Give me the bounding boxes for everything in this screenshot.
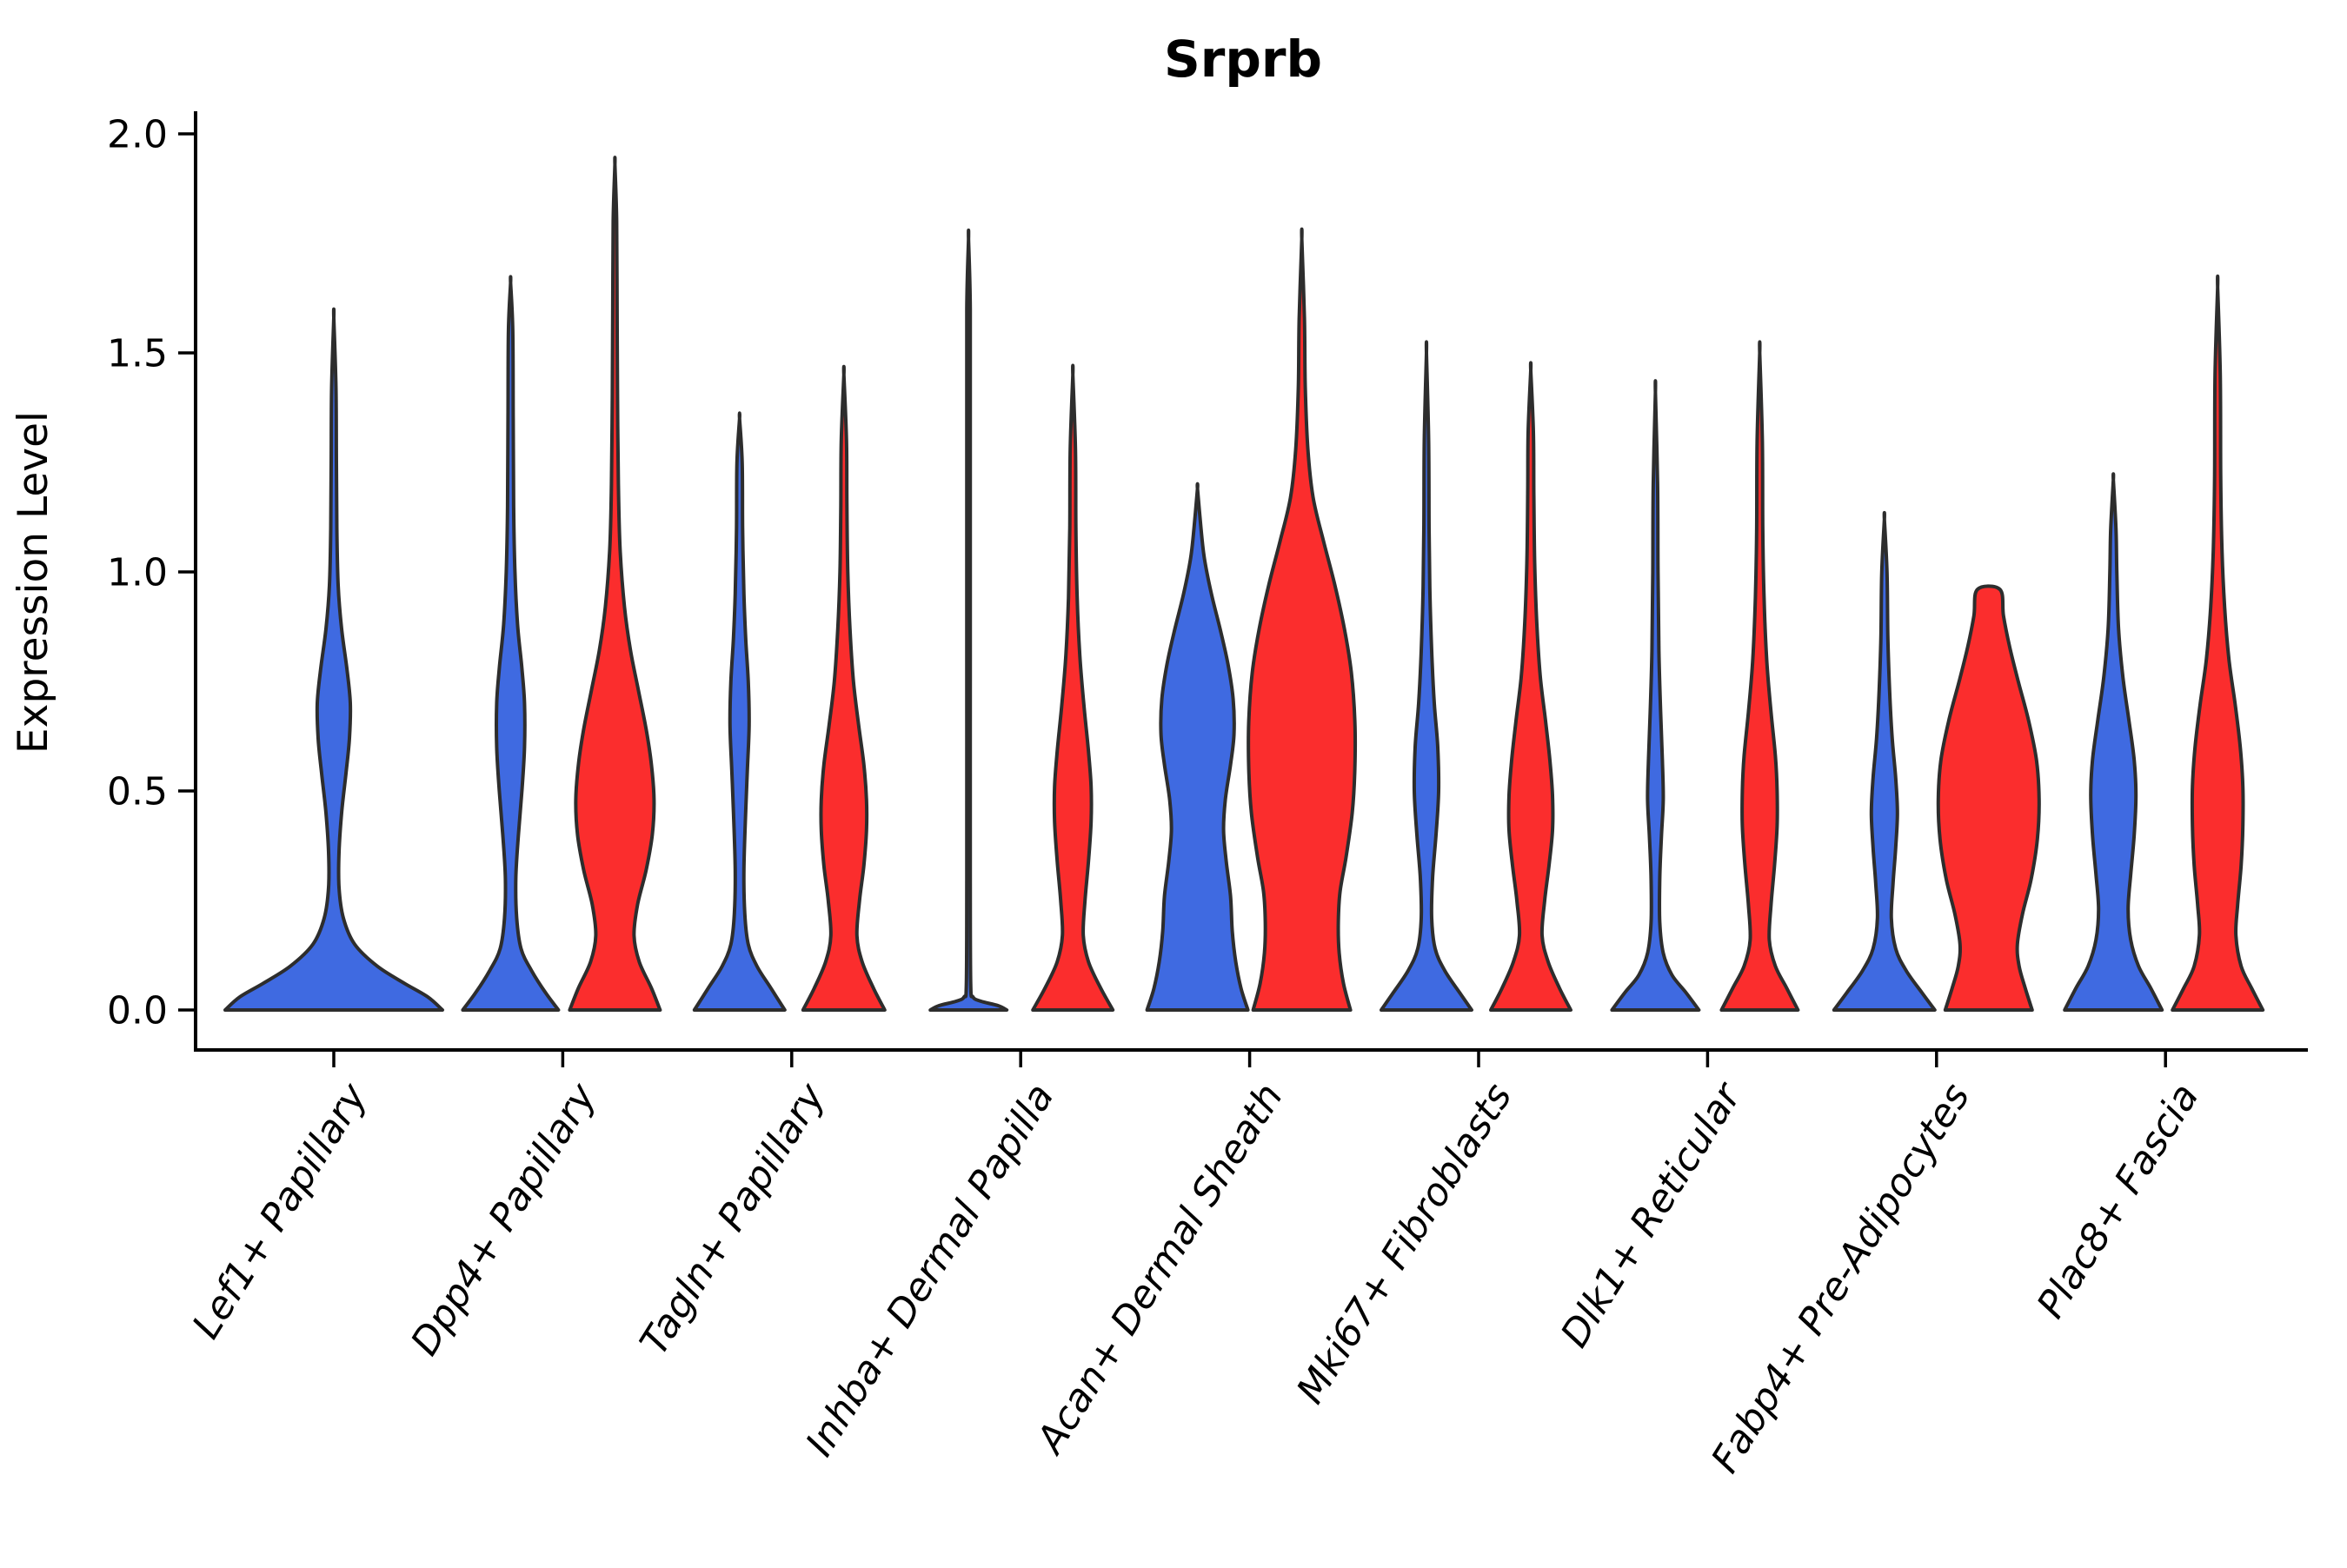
violin-inhba-dermal-papilla-condition-red: [1031, 363, 1115, 1012]
violin-fabp4-pre-adipocytes-condition-red: [1936, 584, 2041, 1012]
violin-tagln-papillary-condition-red: [801, 364, 887, 1012]
chart-title: Srprb: [1164, 30, 1322, 89]
violin-acan-dermal-sheath-condition-red: [1247, 227, 1358, 1012]
x-tick-label: Inhba+ Dermal Papilla: [797, 1076, 1062, 1465]
violin-dlk1-reticular-condition-blue: [1610, 379, 1701, 1012]
x-tick-label: Lef1+ Papillary: [184, 1075, 376, 1346]
x-tick-label: Fabp4+ Pre-Adipocytes: [1703, 1076, 1978, 1481]
violin-dlk1-reticular-condition-red: [1719, 340, 1800, 1012]
y-tick-label: 1.0: [107, 550, 168, 595]
violin-inhba-dermal-papilla-condition-blue: [928, 228, 1009, 1012]
y-tick-label: 1.5: [107, 331, 168, 375]
y-tick-label: 0.0: [107, 988, 168, 1033]
violin-plac8-fascia-condition-red: [2171, 274, 2265, 1012]
violin-fabp4-pre-adipocytes-condition-blue: [1832, 510, 1937, 1012]
violin-tagln-papillary-condition-blue: [692, 411, 787, 1012]
violin-layer: [223, 156, 2265, 1012]
violin-dpp4-papillary-condition-blue: [461, 275, 561, 1012]
y-tick-label: 2.0: [107, 112, 168, 156]
violin-lef1-papillary-condition-blue: [223, 307, 444, 1012]
violin-acan-dermal-sheath-condition-blue: [1145, 482, 1250, 1012]
violin-plac8-fascia-condition-blue: [2063, 472, 2164, 1012]
y-axis-label: Expression Level: [10, 411, 57, 754]
violin-dpp4-papillary-condition-red: [568, 156, 662, 1012]
x-tick-label: Plac8+ Fascia: [2029, 1076, 2208, 1326]
y-tick-label: 0.5: [107, 769, 168, 814]
violin-mki67-fibroblasts-condition-red: [1489, 361, 1572, 1012]
violin-mki67-fibroblasts-condition-blue: [1380, 340, 1473, 1012]
x-tick-label: Acan+ Dermal Sheath: [1027, 1076, 1293, 1463]
x-tick-label: Dpp4+ Papillary: [402, 1075, 605, 1363]
x-tick-label: Dlk1+ Reticular: [1552, 1073, 1752, 1355]
x-tick-label: Mki67+ Fibroblasts: [1288, 1076, 1521, 1412]
x-tick-label: Tagln+ Papillary: [632, 1075, 834, 1363]
